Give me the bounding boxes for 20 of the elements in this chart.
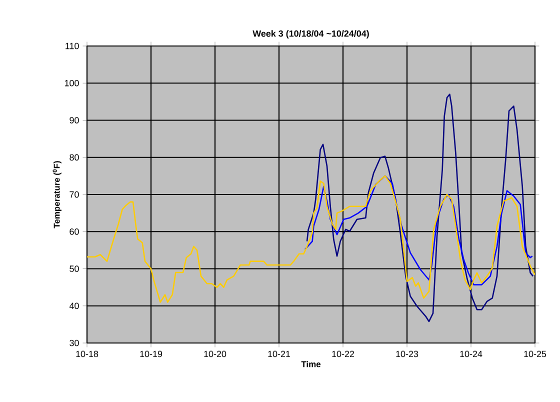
x-tick-label: 10-21 <box>268 350 290 358</box>
x-tick-label: 10-19 <box>140 350 162 358</box>
y-tick-label: 30 <box>70 340 79 346</box>
x-tick-label: 10-25 <box>524 350 546 358</box>
x-tick-label: 10-24 <box>460 350 482 358</box>
x-axis-title: Time <box>301 360 321 368</box>
y-axis-title: Temperature ($^{0}$F) <box>52 161 62 228</box>
y-tick-label: 50 <box>70 266 79 272</box>
chart-title: Week 3 (10/18/04 ~10/24/04) <box>252 30 369 39</box>
y-tick-label: 70 <box>70 191 79 198</box>
y-tick-label: 40 <box>69 302 79 310</box>
x-tick-label: 10-20 <box>204 350 226 358</box>
x-tick-label: 10-23 <box>396 350 418 358</box>
y-tick-label: 100 <box>64 80 79 86</box>
y-tick-label: 110 <box>66 42 79 50</box>
x-tick-label: 10-18 <box>76 350 98 358</box>
x-tick-label: 10-22 <box>332 350 354 358</box>
y-tick-label: 90 <box>70 117 79 124</box>
y-tick-label: 60 <box>70 228 79 235</box>
y-tick-label: 80 <box>70 154 79 161</box>
